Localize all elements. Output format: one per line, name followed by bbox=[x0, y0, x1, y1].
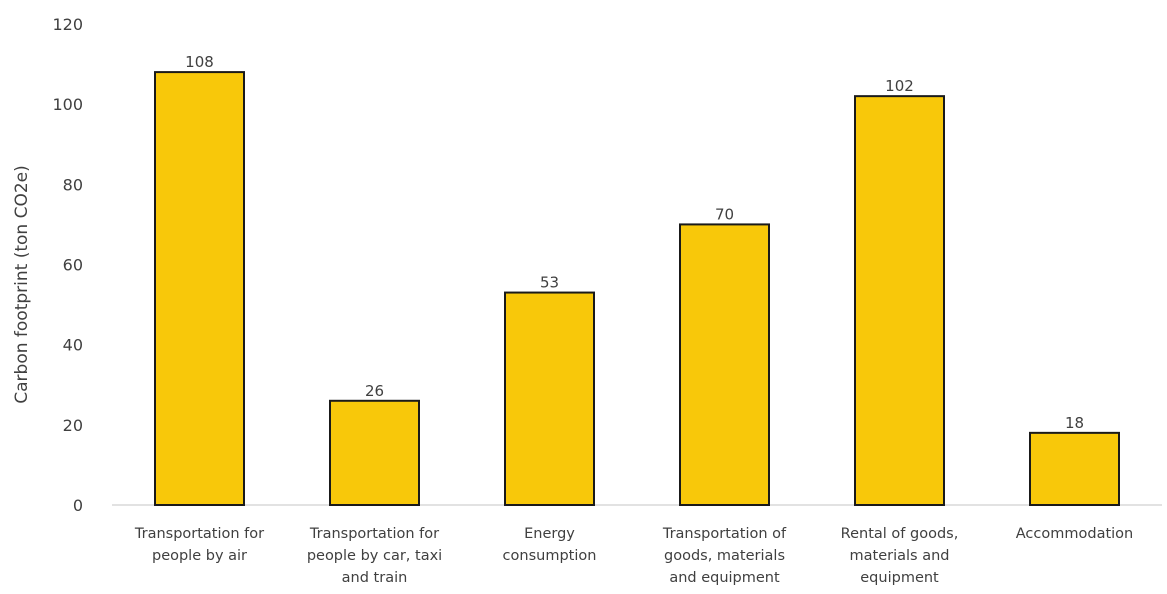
y-tick-label: 60 bbox=[63, 256, 83, 275]
bar-value-label: 108 bbox=[185, 53, 214, 71]
x-category-label: Transportation of goods, materials and equ… bbox=[662, 526, 787, 586]
bar-value-label: 53 bbox=[540, 274, 559, 292]
bar bbox=[1029, 431, 1120, 507]
bar-value-label: 102 bbox=[885, 77, 914, 95]
y-axis-ticks: 0 20 40 60 80 100 120 bbox=[52, 15, 83, 515]
x-category-label: Transportation for people by air bbox=[134, 526, 264, 564]
x-axis-category-labels: Transportation for people by air Transport… bbox=[134, 526, 1133, 586]
x-category-label: Transportation for people by car, taxi and… bbox=[307, 526, 442, 586]
y-tick-label: 0 bbox=[73, 496, 83, 515]
bars bbox=[154, 71, 1120, 507]
data-labels: 108 26 53 70 102 18 bbox=[185, 53, 1084, 432]
y-tick-label: 40 bbox=[63, 336, 83, 355]
bar bbox=[154, 71, 245, 506]
y-tick-label: 20 bbox=[63, 416, 83, 435]
y-tick-label: 100 bbox=[52, 95, 83, 114]
y-tick-label: 120 bbox=[52, 15, 83, 34]
bar-value-label: 18 bbox=[1065, 414, 1084, 432]
bar-value-label: 26 bbox=[365, 382, 384, 400]
y-axis-title: Carbon footprint (ton CO2e) bbox=[12, 165, 32, 403]
x-category-label: Rental of goods, materials and equipment bbox=[841, 526, 959, 586]
bar bbox=[679, 223, 770, 507]
bar bbox=[504, 291, 595, 506]
bar bbox=[329, 399, 420, 506]
x-category-label: Energy consumption bbox=[503, 526, 597, 564]
bar bbox=[854, 95, 945, 507]
x-category-label: Accommodation bbox=[1016, 526, 1133, 542]
bar-value-label: 70 bbox=[715, 205, 734, 223]
y-tick-label: 80 bbox=[63, 175, 83, 194]
